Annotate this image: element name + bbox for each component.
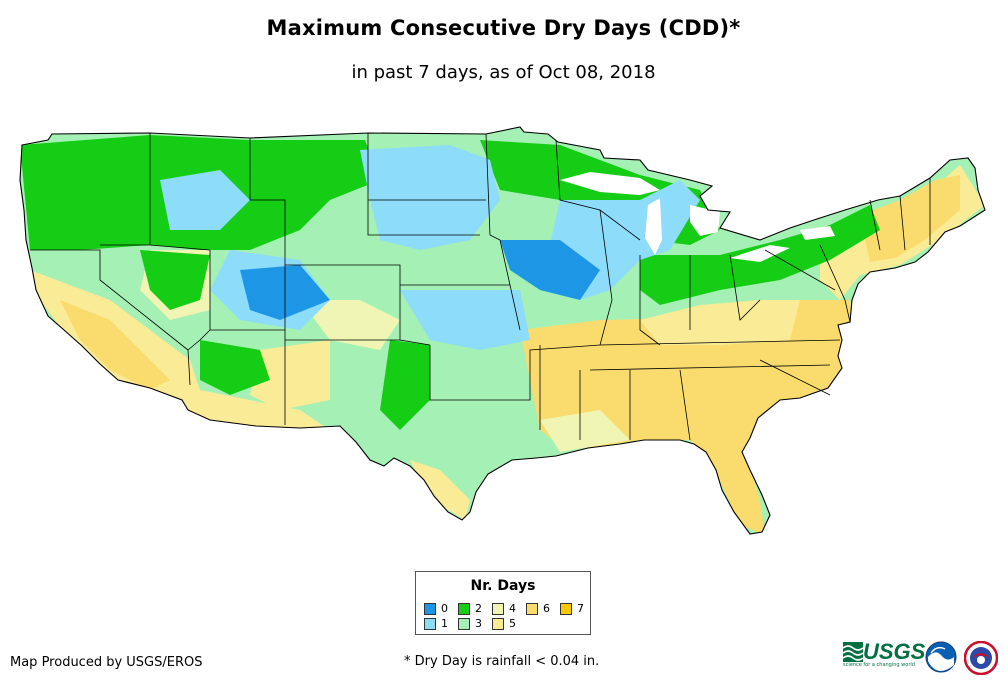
legend-item-0: 0 <box>424 603 448 615</box>
lake-huron <box>690 205 720 236</box>
state-boundaries <box>30 133 931 441</box>
legend-item-6: 6 <box>526 603 550 615</box>
cdd-4-days-new-mexico <box>300 300 400 350</box>
cdd-1-day-dakotas <box>360 145 500 250</box>
cdd-5-days-arizona <box>250 340 330 410</box>
legend-label: 5 <box>509 617 516 630</box>
legend-label: 6 <box>543 602 550 615</box>
legend-item-5: 5 <box>492 618 516 630</box>
map-title: Maximum Consecutive Dry Days (CDD)* <box>266 16 741 40</box>
dry-day-footnote: * Dry Day is rainfall < 0.04 in. <box>404 654 600 669</box>
legend-label: 4 <box>509 602 516 615</box>
usgs-logo: USGS science for a changing world <box>842 639 925 670</box>
cdd-4-days-gulf <box>540 410 630 452</box>
legend-swatch <box>424 618 436 630</box>
legend-swatch <box>560 603 572 615</box>
lake-michigan <box>645 198 662 255</box>
legend-title: Nr. Days <box>470 578 536 594</box>
legend: Nr. Days 0 1 2 3 4 5 6 7 <box>415 571 591 635</box>
legend-item-1: 1 <box>424 618 448 630</box>
cdd-1-day-idaho <box>160 170 250 230</box>
legend-item-4: 4 <box>492 603 516 615</box>
lake-ontario <box>800 226 835 240</box>
legend-swatch <box>458 618 470 630</box>
cdd-6-days-southeast <box>520 300 860 534</box>
noaa-logo <box>925 641 957 673</box>
cdd-2-days-great-basin <box>140 250 210 310</box>
legend-item-7: 7 <box>560 603 584 615</box>
cdd-2-days-texas-panhandle <box>380 340 430 430</box>
legend-label: 1 <box>441 617 448 630</box>
legend-swatch <box>492 618 504 630</box>
legend-swatch <box>492 603 504 615</box>
cdd-6-days-socal <box>60 300 170 390</box>
map-subtitle: in past 7 days, as of Oct 08, 2018 <box>351 62 656 83</box>
cdd-2-days-arizona-rim <box>200 340 270 395</box>
legend-swatch <box>424 603 436 615</box>
usgs-tagline: science for a changing world <box>843 662 915 668</box>
usgs-wave-icon <box>842 642 864 662</box>
legend-label: 2 <box>475 602 482 615</box>
cdd-5-days-south-texas <box>410 460 470 520</box>
lake-superior <box>560 172 660 195</box>
legend-item-3: 3 <box>458 618 482 630</box>
legend-item-2: 2 <box>458 603 482 615</box>
legend-swatch <box>458 603 470 615</box>
usgs-wordmark: USGS <box>863 639 926 664</box>
cdd-1-day-kansas <box>400 290 530 350</box>
legend-swatch <box>526 603 538 615</box>
legend-label: 0 <box>441 602 448 615</box>
legend-label: 7 <box>577 602 584 615</box>
cdd-0-days-iowa <box>500 240 600 300</box>
cdd-5-days-california <box>30 270 330 430</box>
map-credit: Map Produced by USGS/EROS <box>10 655 203 670</box>
legend-label: 3 <box>475 617 482 630</box>
nws-logo <box>963 640 999 676</box>
lake-erie <box>730 245 790 262</box>
conus-landmass <box>20 127 985 534</box>
cdd-6-days-new-england <box>860 175 960 262</box>
cdd-5-days-appalachia <box>640 300 800 345</box>
